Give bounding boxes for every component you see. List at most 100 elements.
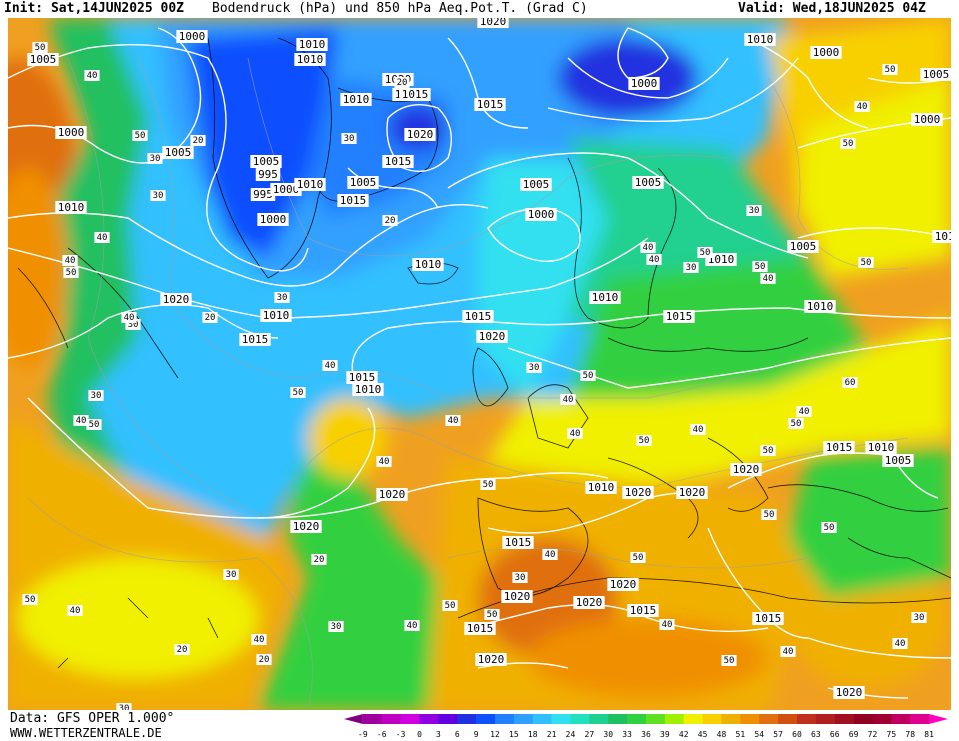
svg-text:1020: 1020 [478, 653, 505, 666]
color-scale-tick-label: 27 [585, 730, 595, 739]
svg-text:50: 50 [791, 419, 802, 429]
theta-e-label: 40 [659, 619, 675, 630]
svg-text:1010: 1010 [708, 253, 735, 266]
svg-text:60: 60 [845, 378, 856, 388]
theta-e-label: 40 [84, 70, 100, 81]
svg-text:1010: 1010 [592, 291, 619, 304]
isobar-label: 1015 [464, 622, 496, 635]
svg-text:1000: 1000 [179, 30, 206, 43]
color-scale-tick-label: 24 [566, 730, 576, 739]
isobar-label: 1015 [239, 333, 271, 346]
isobar-label: 1015 [474, 98, 506, 111]
svg-text:40: 40 [545, 550, 556, 560]
svg-text:1015: 1015 [826, 441, 853, 454]
svg-text:995: 995 [258, 168, 278, 181]
svg-text:1015: 1015 [666, 310, 693, 323]
theta-e-label: 40 [322, 360, 338, 371]
isobar-label: 1015 [752, 612, 784, 625]
svg-text:50: 50 [763, 446, 774, 456]
svg-text:30: 30 [515, 573, 526, 583]
color-scale-tick-label: 0 [417, 730, 422, 739]
color-scale-box [457, 714, 477, 724]
color-scale-box [495, 714, 515, 724]
svg-text:30: 30 [119, 704, 130, 710]
isobar-label: 1005 [787, 240, 819, 253]
svg-text:50: 50 [724, 656, 735, 666]
svg-text:30: 30 [914, 613, 925, 623]
isobar-label: 1020 [404, 128, 436, 141]
svg-text:1005: 1005 [790, 240, 817, 253]
svg-text:1005: 1005 [885, 454, 912, 467]
map-title: Bodendruck (hPa) und 850 hPa Aeq.Pot.T. … [212, 1, 588, 16]
theta-e-label: 40 [404, 620, 420, 631]
svg-text:50: 50 [483, 480, 494, 490]
theta-e-label: 50 [752, 261, 768, 272]
svg-text:30: 30 [344, 134, 355, 144]
svg-text:50: 50 [66, 268, 77, 278]
svg-text:50: 50 [755, 262, 766, 272]
svg-text:50: 50 [633, 553, 644, 563]
color-scale-tick-label: 48 [717, 730, 727, 739]
theta-e-label: 50 [580, 370, 596, 381]
theta-e-label: 40 [646, 254, 662, 265]
theta-e-label: 50 [882, 64, 898, 75]
theta-e-label: 40 [94, 232, 110, 243]
svg-text:40: 40 [649, 255, 660, 265]
theta-e-label: 30 [223, 569, 239, 580]
svg-text:50: 50 [843, 139, 854, 149]
svg-text:1020: 1020 [679, 486, 706, 499]
isobar-label: 995 [255, 168, 281, 181]
isobar-label: 1005 [920, 68, 951, 81]
color-scale-tick-label: 78 [905, 730, 915, 739]
isobar-label: 1020 [730, 463, 762, 476]
isobar-label: 1020 [607, 578, 639, 591]
svg-text:40: 40 [643, 243, 654, 253]
theta-e-label: 50 [636, 435, 652, 446]
isobar-label: 1015 [462, 310, 494, 323]
svg-text:1020: 1020 [576, 596, 603, 609]
theta-e-label: 50 [761, 509, 777, 520]
svg-text:1010: 1010 [58, 201, 85, 214]
theta-e-label: 30 [683, 262, 699, 273]
theta-e-label: 30 [911, 612, 927, 623]
color-scale-tick-label: 12 [490, 730, 500, 739]
color-scale-box [834, 714, 854, 724]
theta-e-label: 20 [311, 554, 327, 565]
color-scale-box [513, 714, 534, 724]
isobar-label: 1015 [502, 536, 534, 549]
svg-text:1010: 1010 [343, 93, 370, 106]
theta-e-label: 40 [73, 415, 89, 426]
svg-text:1010: 1010 [807, 300, 834, 313]
svg-text:1015: 1015 [465, 310, 492, 323]
color-scale-box [910, 714, 930, 724]
svg-text:1010: 1010 [263, 309, 290, 322]
svg-text:30: 30 [686, 263, 697, 273]
color-scale-box [778, 714, 798, 724]
isobar-label: 1005 [27, 53, 59, 66]
color-scale-box [664, 714, 685, 724]
theta-e-label: 30 [526, 362, 542, 373]
svg-text:1005: 1005 [635, 176, 662, 189]
svg-text:1010: 1010 [355, 383, 382, 396]
color-scale-tick-label: 30 [603, 730, 613, 739]
color-scale-tick-label: 6 [455, 730, 460, 739]
svg-text:1020: 1020 [407, 128, 434, 141]
color-scale-boxes [344, 714, 948, 724]
theta-e-label: 40 [780, 646, 796, 657]
svg-text:1000: 1000 [528, 208, 555, 221]
theta-e-label: 20 [190, 135, 206, 146]
theta-e-label: 30 [150, 190, 166, 201]
isobar-label: 1020 [290, 520, 322, 533]
theta-e-labels: 50 40 50 30 20 30 40 50 40 30 20 40 50 30 40 30 50 40 40 40… [22, 42, 927, 710]
color-scale-box [476, 714, 496, 724]
isobar-label: 1010 [294, 53, 326, 66]
init-time: Init: Sat,14JUN2025 00Z [4, 1, 185, 16]
theta-e-label: 30 [341, 133, 357, 144]
isobar-label: 1010 [932, 230, 951, 243]
svg-text:1015: 1015 [402, 88, 429, 101]
isobar-label: 1015 [399, 88, 431, 101]
svg-text:40: 40 [65, 256, 76, 266]
svg-text:1000: 1000 [58, 126, 85, 139]
svg-text:30: 30 [749, 206, 760, 216]
svg-text:1015: 1015 [630, 604, 657, 617]
